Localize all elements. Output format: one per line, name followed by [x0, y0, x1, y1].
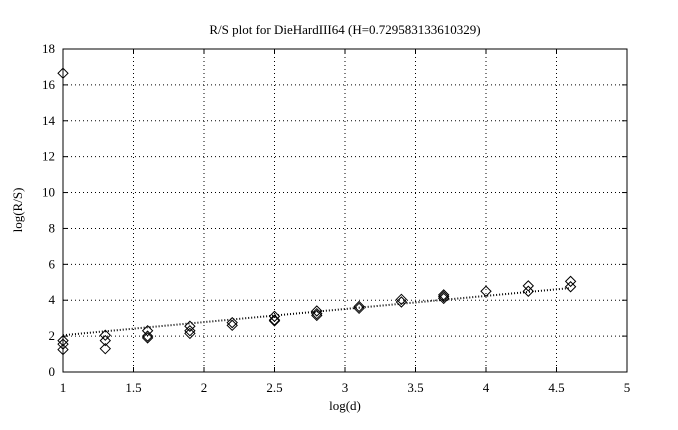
data-point — [226, 319, 238, 332]
data-point — [564, 281, 577, 293]
data-point — [99, 329, 112, 341]
chart-title: R/S plot for DieHardIII64 (H=0.729583133… — [209, 22, 480, 37]
data-point — [184, 327, 196, 340]
data-point — [268, 310, 281, 323]
y-tick-label: 16 — [42, 77, 56, 92]
data-point — [57, 334, 69, 347]
data-point — [353, 300, 365, 313]
y-tick-label: 18 — [42, 41, 55, 56]
y-tick-label: 14 — [42, 113, 56, 128]
y-tick-label: 0 — [49, 364, 56, 379]
x-tick-label: 4 — [483, 380, 490, 395]
data-point — [480, 285, 492, 297]
y-tick-label: 12 — [42, 149, 55, 164]
data-point — [184, 320, 196, 332]
data-point — [437, 292, 450, 305]
data-point — [522, 285, 535, 297]
data-point — [311, 309, 323, 322]
y-tick-label: 8 — [49, 220, 56, 235]
x-tick-label: 2.5 — [266, 380, 282, 395]
y-tick-label: 6 — [49, 256, 56, 271]
x-tick-label: 2 — [201, 380, 208, 395]
x-tick-label: 1 — [60, 380, 67, 395]
data-point — [395, 296, 408, 308]
data-point — [141, 332, 154, 344]
data-point — [268, 314, 281, 326]
data-point — [99, 342, 112, 355]
y-tick-label: 10 — [42, 185, 55, 200]
data-point — [57, 343, 69, 356]
y-tick-label: 2 — [49, 328, 56, 343]
data-point — [57, 67, 69, 79]
data-point — [564, 275, 577, 288]
data-point — [522, 280, 535, 292]
data-point — [437, 290, 450, 303]
data-point — [57, 338, 69, 350]
x-tick-label: 4.5 — [548, 380, 564, 395]
y-tick-label: 4 — [49, 292, 56, 307]
data-point — [184, 325, 196, 337]
x-tick-label: 3.5 — [407, 380, 423, 395]
data-point — [226, 316, 238, 329]
fit-line — [62, 287, 571, 337]
y-axis-label: log(R/S) — [10, 188, 25, 233]
data-point — [141, 325, 154, 337]
x-tick-label: 1.5 — [125, 380, 141, 395]
data-point — [99, 334, 112, 347]
data-point — [268, 315, 281, 327]
x-axis-label: log(d) — [329, 398, 361, 413]
plot-frame — [62, 48, 628, 373]
x-tick-label: 5 — [624, 380, 631, 395]
data-point — [141, 330, 154, 342]
data-point — [437, 289, 450, 301]
data-point — [311, 305, 323, 317]
x-tick-label: 3 — [342, 380, 349, 395]
